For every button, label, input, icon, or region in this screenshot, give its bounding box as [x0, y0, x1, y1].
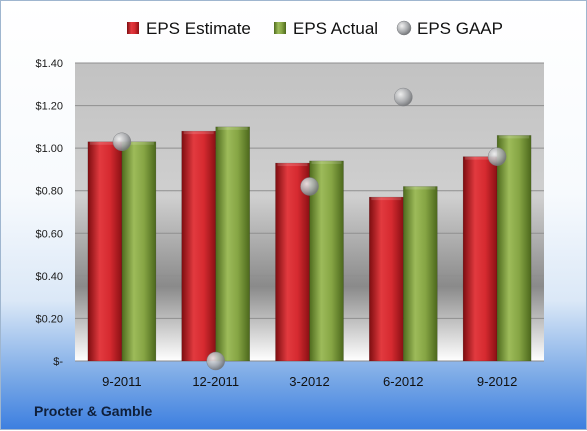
y-tick-label: $0.40: [35, 271, 63, 283]
bar-cap: [499, 135, 530, 139]
bar-eps-estimate: [462, 156, 498, 362]
legend-label-eps-gaap: EPS GAAP: [417, 19, 503, 38]
bar-cap: [123, 141, 154, 145]
y-tick-label: $0.60: [35, 228, 63, 240]
bar-eps-actual: [215, 126, 250, 362]
bar-eps-actual: [403, 186, 438, 362]
point-eps-gaap: [206, 351, 225, 371]
bar-eps-estimate: [181, 130, 216, 362]
bar-eps-estimate: [275, 162, 310, 362]
y-tick-label: $-: [53, 356, 63, 368]
y-tick-label: $0.20: [35, 313, 63, 325]
legend-swatch-eps-gaap: [396, 20, 412, 36]
bar-eps-actual: [496, 135, 532, 362]
point-eps-gaap: [112, 132, 132, 152]
legend-swatch-eps-actual: [274, 22, 286, 34]
bar-cap: [217, 126, 248, 130]
bar-cap: [405, 186, 436, 190]
legend-label-eps-estimate: EPS Estimate: [146, 19, 251, 38]
bar-cap: [183, 131, 214, 135]
bar-cap: [311, 160, 342, 164]
x-tick-label: 3-2012: [289, 374, 329, 389]
x-tick-label: 9-2012: [477, 374, 517, 389]
y-tick-label: $1.20: [35, 101, 63, 113]
company-label: Procter & Gamble: [34, 403, 153, 419]
point-eps-gaap: [487, 147, 507, 166]
bar-eps-estimate: [369, 196, 404, 362]
y-tick-label: $1.40: [35, 58, 63, 70]
legend-swatch-eps-estimate: [127, 22, 139, 34]
y-tick-label: $1.00: [35, 143, 63, 155]
bar-cap: [465, 156, 496, 160]
point-eps-gaap: [394, 87, 413, 107]
bar-cap: [371, 197, 402, 201]
bar-eps-actual: [121, 141, 157, 362]
x-tick-label: 12-2011: [192, 374, 239, 389]
bar-cap: [89, 141, 120, 145]
y-tick-label: $0.80: [35, 186, 63, 198]
bar-eps-estimate: [87, 141, 123, 362]
x-tick-label: 9-2011: [102, 374, 142, 389]
bar-cap: [277, 163, 308, 167]
x-tick-label: 6-2012: [383, 374, 423, 389]
legend-label-eps-actual: EPS Actual: [293, 19, 378, 38]
bar-eps-actual: [309, 160, 344, 362]
point-eps-gaap: [300, 177, 319, 196]
